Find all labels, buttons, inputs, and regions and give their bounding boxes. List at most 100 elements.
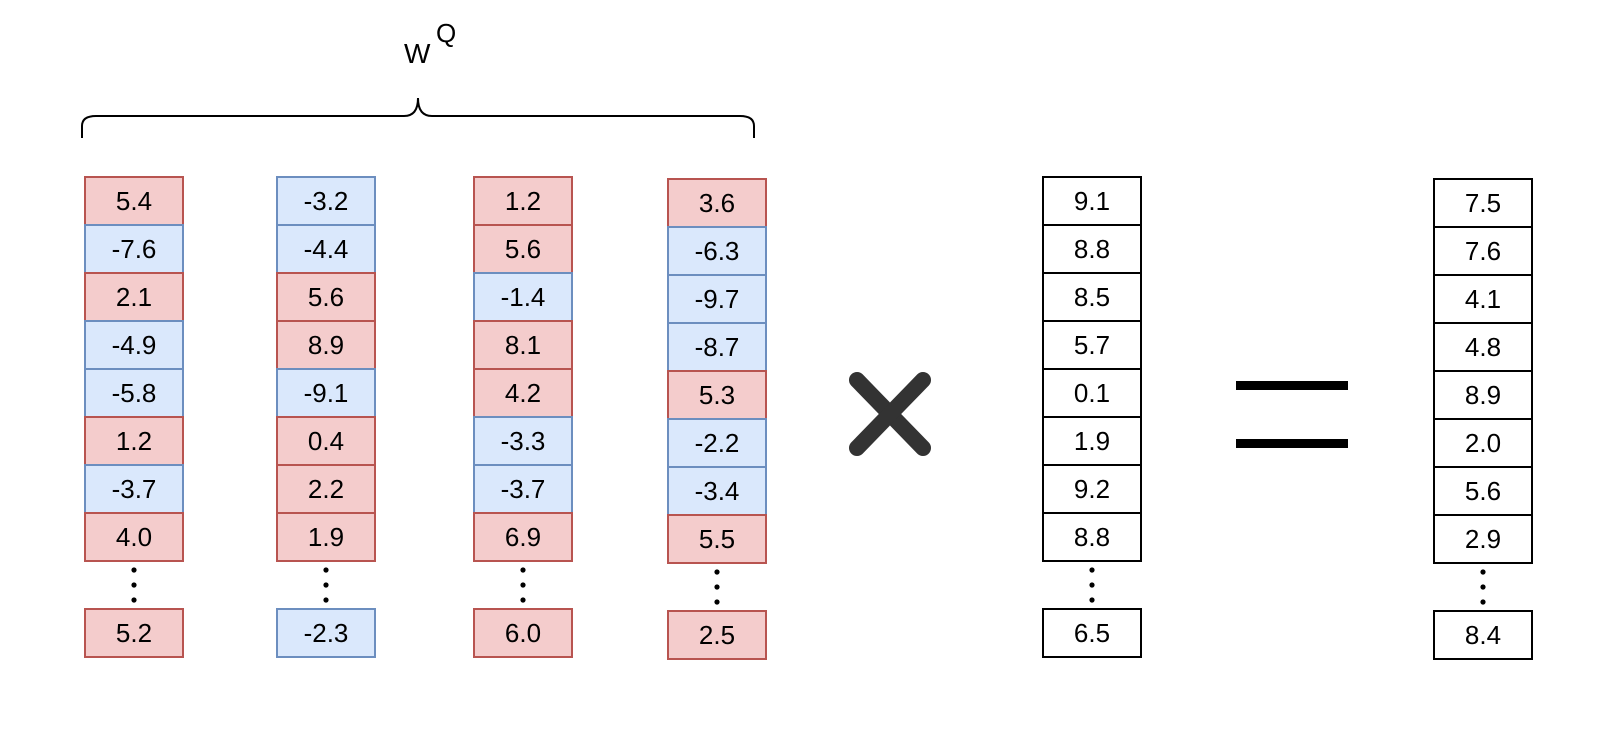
matrix-cell: -3.3 xyxy=(473,416,573,466)
cell-value: 9.2 xyxy=(1074,474,1110,504)
cell-value: 5.6 xyxy=(505,234,541,264)
cell-value: 8.1 xyxy=(505,330,541,360)
matrix-cell: 5.6 xyxy=(473,224,573,274)
ellipsis-dots xyxy=(520,567,526,603)
matrix-cell: 5.7 xyxy=(1042,320,1142,370)
cell-value: 4.1 xyxy=(1465,284,1501,314)
matrix-cell: -6.3 xyxy=(667,226,767,276)
matrix-cell: 5.5 xyxy=(667,514,767,564)
matrix-cell: 8.8 xyxy=(1042,224,1142,274)
cell-value: 1.9 xyxy=(308,522,344,552)
matrix-cell: -3.4 xyxy=(667,466,767,516)
matrix-cell: 2.9 xyxy=(1433,514,1533,564)
cell-value: 6.5 xyxy=(1074,618,1110,648)
output-vector: 7.5 7.6 4.1 4.8 8.9 2.0 5.6 2.9 8.4 xyxy=(1433,178,1533,660)
cell-value: 8.9 xyxy=(308,330,344,360)
matrix-cell: 7.5 xyxy=(1433,178,1533,228)
ellipsis-dots xyxy=(1089,567,1095,603)
cell-value: 5.7 xyxy=(1074,330,1110,360)
input-vector: 9.1 8.8 8.5 5.7 0.1 1.9 9.2 8.8 6.5 xyxy=(1042,176,1142,658)
cell-value: -1.4 xyxy=(501,282,546,312)
cell-value: -9.1 xyxy=(304,378,349,408)
ellipsis-dots xyxy=(1480,569,1486,605)
cell-value: 8.8 xyxy=(1074,522,1110,552)
cell-value: 7.5 xyxy=(1465,188,1501,218)
matrix-cell: 1.9 xyxy=(1042,416,1142,466)
title-superscript: Q xyxy=(436,18,456,48)
matrix-cell: -5.8 xyxy=(84,368,184,418)
matrix-cell: 8.8 xyxy=(1042,512,1142,562)
cell-value: 2.2 xyxy=(308,474,344,504)
cell-value: 2.0 xyxy=(1465,428,1501,458)
matrix-column-4: 3.6 -6.3 -9.7 -8.7 5.3 -2.2 -3.4 5.5 2.5 xyxy=(667,178,767,660)
matrix-cell: 8.9 xyxy=(1433,370,1533,420)
matrix-cell: 5.6 xyxy=(276,272,376,322)
cell-value: 9.1 xyxy=(1074,186,1110,216)
matrix-cell: 0.4 xyxy=(276,416,376,466)
matrix-cell: 5.6 xyxy=(1433,466,1533,516)
matrix-cell: 6.0 xyxy=(473,608,573,658)
matrix-cell: -1.4 xyxy=(473,272,573,322)
cell-value: 6.0 xyxy=(505,618,541,648)
cell-value: -8.7 xyxy=(695,332,740,362)
cell-value: 1.9 xyxy=(1074,426,1110,456)
cell-value: 8.4 xyxy=(1465,620,1501,650)
matrix-cell: 8.5 xyxy=(1042,272,1142,322)
matrix-cell: -8.7 xyxy=(667,322,767,372)
cell-value: 1.2 xyxy=(116,426,152,456)
equals-sign-icon xyxy=(1236,381,1348,448)
cell-value: -9.7 xyxy=(695,284,740,314)
matrix-cell: 4.2 xyxy=(473,368,573,418)
matrix-cell: -9.1 xyxy=(276,368,376,418)
matrix-cell: -4.4 xyxy=(276,224,376,274)
cell-value: -3.2 xyxy=(304,186,349,216)
weight-matrix: 5.4 -7.6 2.1 -4.9 -5.8 1.2 -3.7 4.0 5.2 -3.2 -4.4 5… xyxy=(84,176,767,660)
matrix-cell: 2.2 xyxy=(276,464,376,514)
cell-value: 2.1 xyxy=(116,282,152,312)
matrix-cell: 5.2 xyxy=(84,608,184,658)
matrix-cell: 3.6 xyxy=(667,178,767,228)
matrix-column-2: -3.2 -4.4 5.6 8.9 -9.1 0.4 2.2 1.9 -2.3 xyxy=(276,176,376,658)
cell-value: 8.9 xyxy=(1465,380,1501,410)
ellipsis-dots xyxy=(714,569,720,605)
cell-value: -2.3 xyxy=(304,618,349,648)
matrix-cell: 7.6 xyxy=(1433,226,1533,276)
cell-value: -3.3 xyxy=(501,426,546,456)
input-vector-column: 9.1 8.8 8.5 5.7 0.1 1.9 9.2 8.8 6.5 xyxy=(1042,176,1142,658)
ellipsis-dots xyxy=(323,567,329,603)
cell-value: 6.9 xyxy=(505,522,541,552)
matrix-cell: 8.4 xyxy=(1433,610,1533,660)
matrix-cell: 8.9 xyxy=(276,320,376,370)
cell-value: -3.7 xyxy=(112,474,157,504)
matrix-cell: 1.9 xyxy=(276,512,376,562)
matrix-cell: 9.1 xyxy=(1042,176,1142,226)
matrix-cell: 2.0 xyxy=(1433,418,1533,468)
cell-value: 0.1 xyxy=(1074,378,1110,408)
cell-value: 5.4 xyxy=(116,186,152,216)
matrix-cell: -2.2 xyxy=(667,418,767,468)
cell-value: 8.8 xyxy=(1074,234,1110,264)
cell-value: 4.8 xyxy=(1465,332,1501,362)
cell-value: -7.6 xyxy=(112,234,157,264)
cell-value: -5.8 xyxy=(112,378,157,408)
cell-value: 5.5 xyxy=(699,524,735,554)
matrix-cell: -9.7 xyxy=(667,274,767,324)
matrix-cell: 5.4 xyxy=(84,176,184,226)
matrix-cell: -2.3 xyxy=(276,608,376,658)
matrix-cell: 4.8 xyxy=(1433,322,1533,372)
cell-value: -3.4 xyxy=(695,476,740,506)
cell-value: 4.2 xyxy=(505,378,541,408)
matrix-cell: 2.1 xyxy=(84,272,184,322)
matrix-column-1: 5.4 -7.6 2.1 -4.9 -5.8 1.2 -3.7 4.0 5.2 xyxy=(84,176,184,658)
matrix-cell: -3.7 xyxy=(473,464,573,514)
cell-value: 0.4 xyxy=(308,426,344,456)
cell-value: 1.2 xyxy=(505,186,541,216)
cell-value: -4.4 xyxy=(304,234,349,264)
matrix-cell: -4.9 xyxy=(84,320,184,370)
ellipsis-dots xyxy=(131,567,137,603)
matrix-cell: 2.5 xyxy=(667,610,767,660)
cell-value: -6.3 xyxy=(695,236,740,266)
matrix-cell: -3.2 xyxy=(276,176,376,226)
matrix-cell: 8.1 xyxy=(473,320,573,370)
